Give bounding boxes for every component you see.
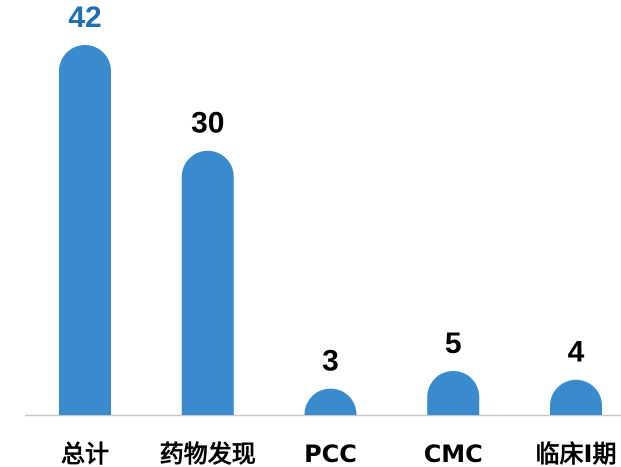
x-tick-label: CMC: [424, 440, 483, 467]
bar: [304, 388, 357, 415]
x-tick-label: 临床I期: [536, 440, 617, 467]
value-label: 42: [68, 1, 101, 34]
value-label: 4: [568, 336, 585, 369]
value-label: 30: [191, 107, 224, 140]
bar: [427, 370, 480, 415]
x-tick-label: 药物发现: [160, 440, 256, 467]
x-tick-label: 总计: [61, 440, 109, 467]
bar: [59, 45, 111, 415]
bar: [550, 379, 602, 415]
x-tick-label: PCC: [304, 440, 357, 467]
value-label: 3: [322, 344, 339, 377]
value-label: 5: [445, 327, 462, 360]
bar: [181, 150, 234, 415]
